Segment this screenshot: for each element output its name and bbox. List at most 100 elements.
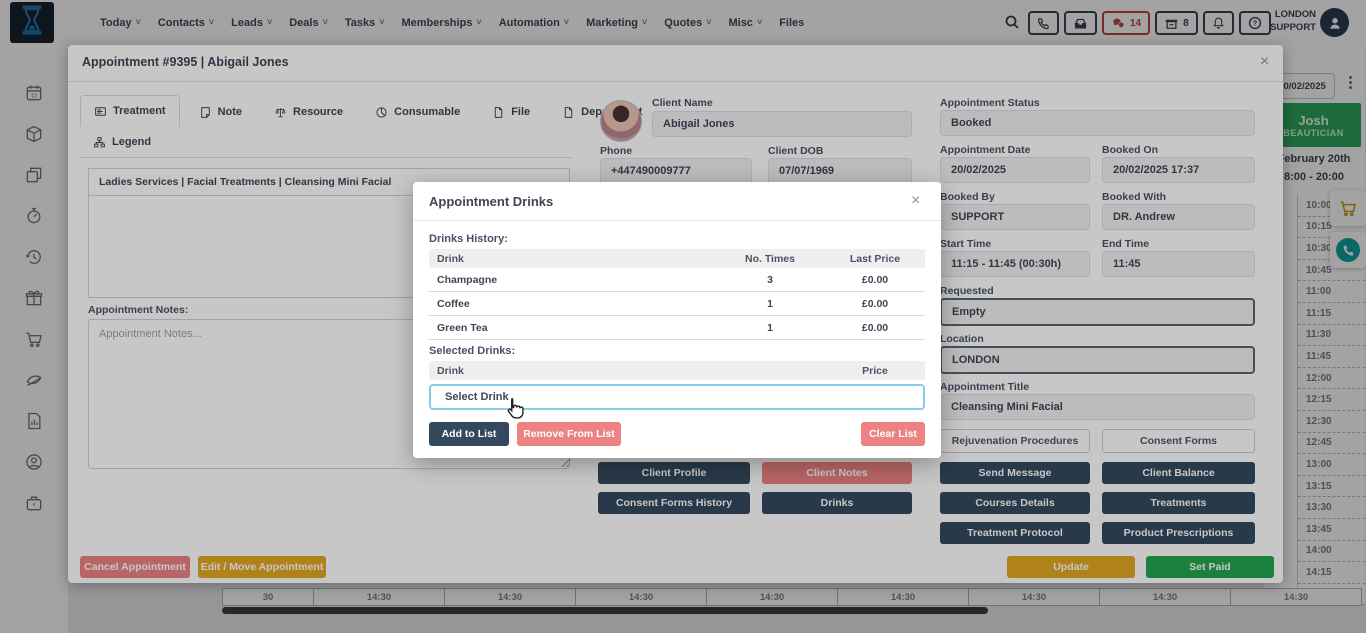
nav-item-quotes[interactable]: Quotes ˅: [664, 16, 712, 29]
tab-resource[interactable]: Resource: [261, 97, 356, 127]
treatments-button[interactable]: Treatments: [1102, 492, 1255, 514]
update-button[interactable]: Update: [1007, 556, 1135, 578]
shop-button[interactable]: 8: [1155, 11, 1198, 35]
nav-item-files[interactable]: Files: [779, 16, 805, 29]
start-time-field[interactable]: 11:15 - 11:45 (00:30h): [940, 251, 1090, 277]
send-message-button[interactable]: Send Message: [940, 462, 1090, 484]
nav-item-marketing[interactable]: Marketing ˅: [586, 16, 648, 29]
kebab-menu-icon[interactable]: ⋮: [1343, 74, 1358, 91]
treatment-protocol-button[interactable]: Treatment Protocol: [940, 522, 1090, 544]
date-field[interactable]: 20/02/2025: [940, 157, 1090, 183]
resize-handle[interactable]: [560, 457, 570, 467]
time-slot[interactable]: 10:45: [1298, 260, 1365, 282]
help-button[interactable]: ?: [1238, 11, 1271, 35]
nav-item-misc[interactable]: Misc ˅: [728, 16, 763, 29]
inbox-button[interactable]: [1064, 11, 1097, 35]
chat-notifications-button[interactable]: 14: [1102, 11, 1151, 35]
time-slot[interactable]: 13:00: [1298, 454, 1365, 476]
close-icon[interactable]: ×: [911, 192, 921, 209]
dob-field[interactable]: 07/07/1969: [768, 158, 912, 184]
nav-item-deals[interactable]: Deals ˅: [289, 16, 328, 29]
time-slot[interactable]: 13:30: [1298, 497, 1365, 519]
time-slot[interactable]: 13:15: [1298, 476, 1365, 498]
client-name-field[interactable]: Abigail Jones: [652, 111, 912, 137]
horizontal-scrollbar[interactable]: [222, 607, 988, 614]
time-slot[interactable]: 11:00: [1298, 281, 1365, 303]
set-paid-button[interactable]: Set Paid: [1146, 556, 1274, 578]
consent-forms-button[interactable]: Consent Forms: [1102, 429, 1255, 453]
nav-item-contacts[interactable]: Contacts ˅: [157, 16, 215, 29]
location-field[interactable]: LONDON: [940, 346, 1255, 374]
treatment-item[interactable]: Ladies Services | Facial Treatments | Cl…: [89, 169, 569, 196]
nav-item-tasks[interactable]: Tasks ˅: [344, 16, 385, 29]
consent-forms-history-button[interactable]: Consent Forms History: [598, 492, 750, 514]
time-slot[interactable]: 11:15: [1298, 303, 1365, 325]
history-row[interactable]: Champagne 3 £0.00: [429, 268, 925, 292]
grid-cell[interactable]: 14:30: [969, 588, 1100, 606]
time-slot[interactable]: 13:45: [1298, 519, 1365, 541]
close-icon[interactable]: ×: [1260, 53, 1270, 70]
clear-list-button[interactable]: Clear List: [861, 422, 925, 446]
call-button[interactable]: [1330, 232, 1366, 268]
edit-move-appointment-button[interactable]: Edit / Move Appointment: [198, 556, 326, 578]
grid-cell[interactable]: 14:30: [707, 588, 838, 606]
tab-legend[interactable]: Legend: [80, 127, 164, 157]
app-logo[interactable]: [10, 2, 54, 43]
nav-item-leads[interactable]: Leads ˅: [231, 16, 273, 29]
package-icon[interactable]: [24, 124, 44, 144]
end-time-field[interactable]: 11:45: [1102, 251, 1255, 277]
nav-item-today[interactable]: Today ˅: [100, 16, 141, 29]
cart-icon[interactable]: [24, 329, 44, 349]
notifications-button[interactable]: [1202, 11, 1234, 35]
add-to-list-button[interactable]: Add to List: [429, 422, 509, 446]
remove-from-list-button[interactable]: Remove From List: [517, 422, 621, 446]
client-profile-button[interactable]: Client Profile: [598, 462, 750, 484]
tab-consumable[interactable]: Consumable: [362, 97, 473, 127]
nav-item-automation[interactable]: Automation ˅: [498, 16, 570, 29]
stopwatch-icon[interactable]: [24, 206, 44, 226]
time-slot[interactable]: 12:00: [1298, 368, 1365, 390]
report-icon[interactable]: [24, 411, 44, 431]
grid-cell[interactable]: 14:30: [314, 588, 445, 606]
user-avatar[interactable]: [1320, 8, 1349, 37]
grid-cell[interactable]: 14:30: [1100, 588, 1231, 606]
tab-treatment[interactable]: Treatment: [80, 95, 180, 127]
time-slot[interactable]: 12:45: [1298, 433, 1365, 455]
quick-sale-button[interactable]: [1330, 190, 1366, 226]
booked-with-field[interactable]: DR. Andrew: [1102, 204, 1255, 230]
tab-note[interactable]: Note: [186, 97, 255, 127]
time-slot[interactable]: 12:30: [1298, 411, 1365, 433]
booked-by-field[interactable]: SUPPORT: [940, 204, 1090, 230]
cancel-appointment-button[interactable]: Cancel Appointment: [80, 556, 190, 578]
phone-button[interactable]: [1028, 11, 1059, 35]
search-icon[interactable]: [1004, 14, 1020, 35]
briefcase-icon[interactable]: [24, 493, 44, 513]
grid-cell[interactable]: 14:30: [576, 588, 707, 606]
client-balance-button[interactable]: Client Balance: [1102, 462, 1255, 484]
tab-file[interactable]: File: [479, 97, 543, 127]
voucher-icon[interactable]: [24, 370, 44, 390]
client-photo[interactable]: [600, 100, 642, 142]
courses-details-button[interactable]: Courses Details: [940, 492, 1090, 514]
status-field[interactable]: Booked: [940, 110, 1255, 136]
time-slot[interactable]: 14:15: [1298, 562, 1365, 584]
time-slot[interactable]: 12:15: [1298, 389, 1365, 411]
grid-cell[interactable]: 14:30: [838, 588, 969, 606]
product-prescriptions-button[interactable]: Product Prescriptions: [1102, 522, 1255, 544]
calendar-icon[interactable]: 12: [24, 83, 44, 103]
grid-cell[interactable]: 14:30: [445, 588, 576, 606]
client-notes-button[interactable]: Client Notes: [762, 462, 912, 484]
booked-on-field[interactable]: 20/02/2025 17:37: [1102, 157, 1255, 183]
requested-field[interactable]: Empty: [940, 298, 1255, 326]
history-row[interactable]: Coffee 1 £0.00: [429, 292, 925, 316]
appointment-title-field[interactable]: Cleansing Mini Facial: [940, 394, 1255, 420]
history-row[interactable]: Green Tea 1 £0.00: [429, 316, 925, 340]
rejuvenation-procedures-button[interactable]: Rejuvenation Procedures: [940, 429, 1090, 453]
gift-icon[interactable]: [24, 288, 44, 308]
grid-cell[interactable]: 30: [222, 588, 314, 606]
drinks-button[interactable]: Drinks: [762, 492, 912, 514]
nav-item-memberships[interactable]: Memberships ˅: [401, 16, 482, 29]
time-slot[interactable]: 11:30: [1298, 325, 1365, 347]
history-icon[interactable]: [24, 247, 44, 267]
time-slot[interactable]: 11:45: [1298, 346, 1365, 368]
